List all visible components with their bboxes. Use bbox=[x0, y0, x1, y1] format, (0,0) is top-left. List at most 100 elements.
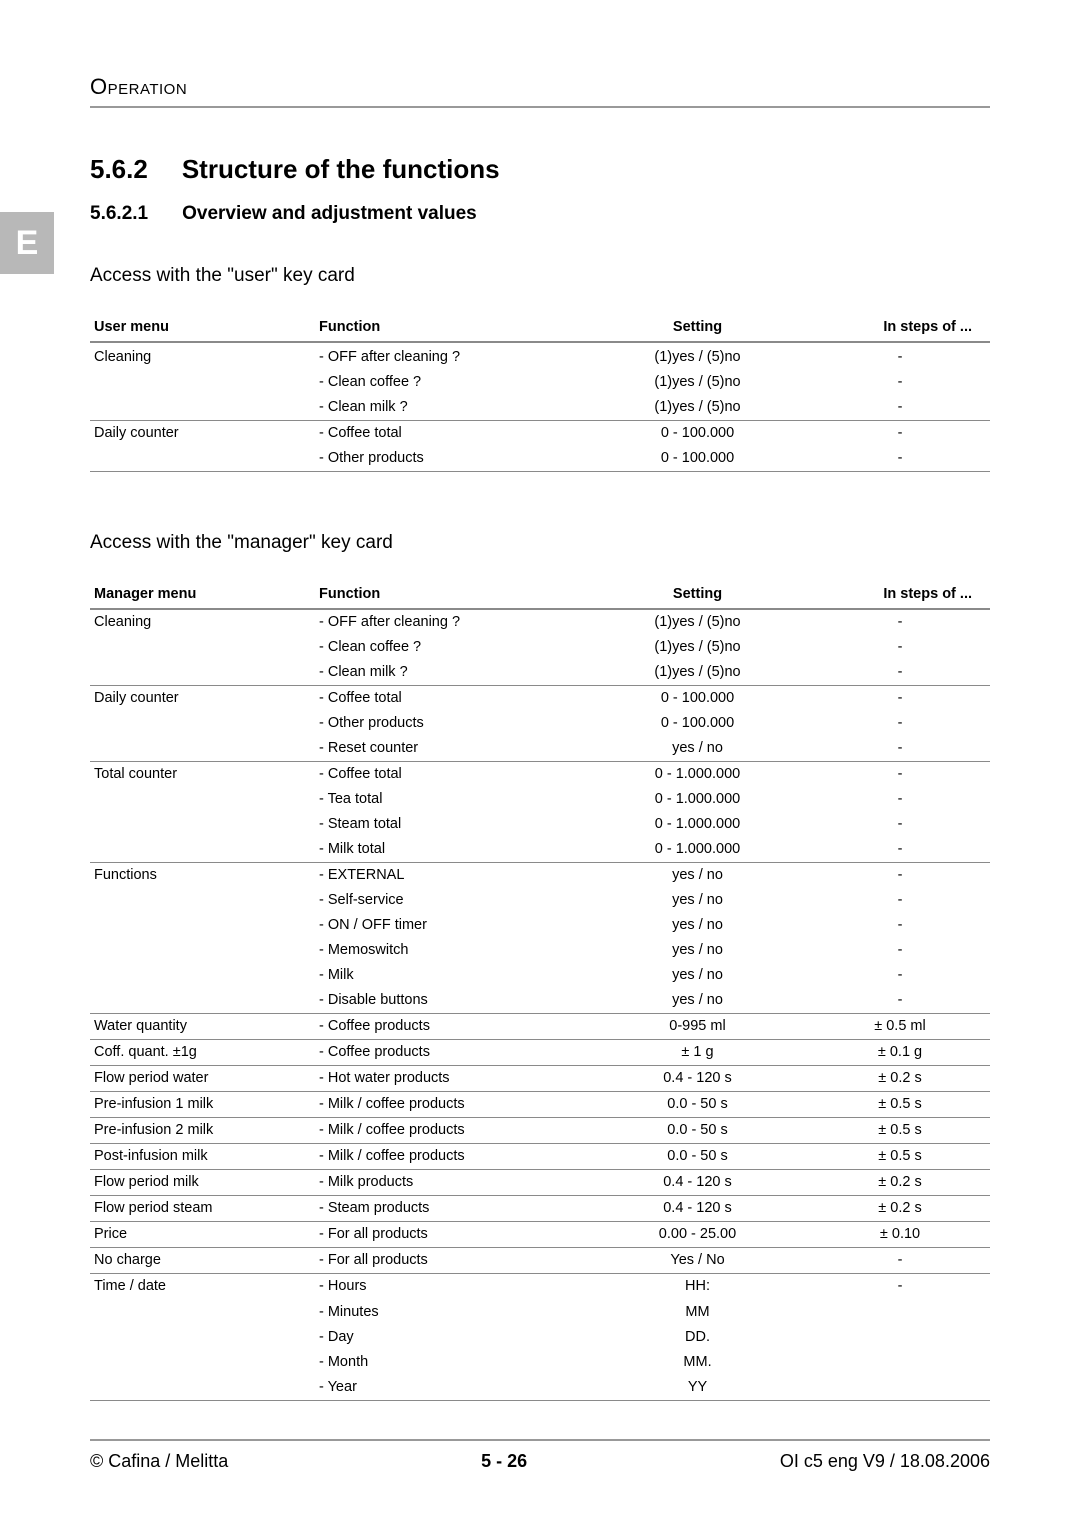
table-cell-function: - Milk / coffee products bbox=[315, 1144, 585, 1170]
table-cell-menu: Functions bbox=[90, 863, 315, 889]
table-cell-function: - Reset counter bbox=[315, 736, 585, 762]
table-cell-function: - Self-service bbox=[315, 888, 585, 913]
footer-center: 5 - 26 bbox=[481, 1451, 527, 1472]
table-cell-menu: Time / date bbox=[90, 1274, 315, 1300]
table-cell-function: - Tea total bbox=[315, 787, 585, 812]
table-cell-setting: 0-995 ml bbox=[585, 1014, 810, 1040]
section-tab-letter: E bbox=[16, 224, 39, 263]
table-cell-setting: 0 - 1.000.000 bbox=[585, 812, 810, 837]
table-cell-step: ± 0.5 s bbox=[810, 1092, 990, 1118]
table-cell-setting: (1)yes / (5)no bbox=[585, 635, 810, 660]
table-cell-menu bbox=[90, 837, 315, 863]
table-cell-menu bbox=[90, 938, 315, 963]
header-rule bbox=[90, 106, 990, 108]
table-cell-step: - bbox=[810, 913, 990, 938]
table-cell-function: - Milk / coffee products bbox=[315, 1092, 585, 1118]
table-cell-setting: (1)yes / (5)no bbox=[585, 660, 810, 686]
table-cell-menu: Water quantity bbox=[90, 1014, 315, 1040]
table-cell-step: ± 0.5 s bbox=[810, 1144, 990, 1170]
table-cell-menu: Daily counter bbox=[90, 421, 315, 447]
table-cell-step: - bbox=[810, 1248, 990, 1274]
table-cell-step: - bbox=[810, 370, 990, 395]
table-cell-step: - bbox=[810, 988, 990, 1014]
user-table: User menu Function Setting In steps of .… bbox=[90, 313, 990, 472]
table-cell-menu bbox=[90, 988, 315, 1014]
table-cell-setting: (1)yes / (5)no bbox=[585, 370, 810, 395]
table-cell-function: - Coffee total bbox=[315, 762, 585, 788]
table-cell-function: - Other products bbox=[315, 711, 585, 736]
table-cell-function: - Milk / coffee products bbox=[315, 1118, 585, 1144]
table-cell-menu bbox=[90, 812, 315, 837]
table-cell-menu: Flow period water bbox=[90, 1066, 315, 1092]
table-cell-step: ± 0.10 bbox=[810, 1222, 990, 1248]
section-tab: E bbox=[0, 212, 54, 274]
table-cell-step: - bbox=[810, 342, 990, 370]
heading-3: 5.6.2.1 Overview and adjustment values bbox=[90, 203, 990, 225]
table-cell-setting: YY bbox=[585, 1375, 810, 1401]
table-cell-step bbox=[810, 1350, 990, 1375]
table-cell-setting: 0.4 - 120 s bbox=[585, 1196, 810, 1222]
table-cell-step: - bbox=[810, 938, 990, 963]
table-cell-function: - Coffee products bbox=[315, 1014, 585, 1040]
table-cell-function: - For all products bbox=[315, 1248, 585, 1274]
running-head: Operation bbox=[90, 74, 990, 100]
heading-2-title: Structure of the functions bbox=[182, 154, 500, 185]
table-cell-menu bbox=[90, 787, 315, 812]
table-cell-function: - For all products bbox=[315, 1222, 585, 1248]
table-cell-step: - bbox=[810, 660, 990, 686]
table-cell-setting: Yes / No bbox=[585, 1248, 810, 1274]
table-cell-step: - bbox=[810, 837, 990, 863]
table-cell-step: - bbox=[810, 963, 990, 988]
table-cell-setting: 0.4 - 120 s bbox=[585, 1170, 810, 1196]
table-cell-setting: yes / no bbox=[585, 938, 810, 963]
table-cell-setting: DD. bbox=[585, 1325, 810, 1350]
table-cell-step: - bbox=[810, 1274, 990, 1300]
table-cell-menu: Daily counter bbox=[90, 686, 315, 712]
table-cell-function: - Clean milk ? bbox=[315, 395, 585, 421]
table-cell-step: - bbox=[810, 888, 990, 913]
table-cell-setting: 0 - 100.000 bbox=[585, 421, 810, 447]
table-cell-menu: Price bbox=[90, 1222, 315, 1248]
table-cell-step: - bbox=[810, 787, 990, 812]
table-cell-setting: 0 - 1.000.000 bbox=[585, 837, 810, 863]
table-cell-step: ± 0.5 ml bbox=[810, 1014, 990, 1040]
table-cell-setting: 0 - 100.000 bbox=[585, 711, 810, 736]
footer-left: © Cafina / Melitta bbox=[90, 1451, 228, 1472]
table-cell-function: - Memoswitch bbox=[315, 938, 585, 963]
table-cell-menu bbox=[90, 913, 315, 938]
table-cell-function: - EXTERNAL bbox=[315, 863, 585, 889]
table-cell-function: - Hot water products bbox=[315, 1066, 585, 1092]
manager-col-steps: In steps of ... bbox=[810, 580, 990, 609]
table-cell-step: - bbox=[810, 609, 990, 635]
table-cell-function: - Year bbox=[315, 1375, 585, 1401]
table-cell-menu bbox=[90, 1375, 315, 1401]
table-cell-step: - bbox=[810, 711, 990, 736]
table-cell-function: - OFF after cleaning ? bbox=[315, 342, 585, 370]
table-cell-step: - bbox=[810, 863, 990, 889]
table-cell-menu: No charge bbox=[90, 1248, 315, 1274]
user-col-steps: In steps of ... bbox=[810, 313, 990, 342]
table-cell-step: - bbox=[810, 446, 990, 472]
table-cell-function: - Disable buttons bbox=[315, 988, 585, 1014]
table-cell-setting: 0.0 - 50 s bbox=[585, 1092, 810, 1118]
page: E Operation 5.6.2 Structure of the funct… bbox=[0, 0, 1080, 1528]
heading-2: 5.6.2 Structure of the functions bbox=[90, 154, 990, 185]
table-cell-setting: yes / no bbox=[585, 736, 810, 762]
table-cell-setting: 0.4 - 120 s bbox=[585, 1066, 810, 1092]
table-cell-menu bbox=[90, 1300, 315, 1325]
table-cell-step: - bbox=[810, 762, 990, 788]
table-cell-setting: HH: bbox=[585, 1274, 810, 1300]
table-cell-step bbox=[810, 1375, 990, 1401]
table-cell-menu: Pre-infusion 2 milk bbox=[90, 1118, 315, 1144]
table-cell-step: - bbox=[810, 812, 990, 837]
table-cell-setting: yes / no bbox=[585, 988, 810, 1014]
table-cell-function: - Other products bbox=[315, 446, 585, 472]
table-cell-setting: yes / no bbox=[585, 963, 810, 988]
table-cell-function: - Steam total bbox=[315, 812, 585, 837]
table-cell-menu bbox=[90, 446, 315, 472]
table-cell-step bbox=[810, 1325, 990, 1350]
table-cell-setting: 0 - 1.000.000 bbox=[585, 787, 810, 812]
user-col-function: Function bbox=[315, 313, 585, 342]
manager-col-function: Function bbox=[315, 580, 585, 609]
manager-table: Manager menu Function Setting In steps o… bbox=[90, 580, 990, 1400]
